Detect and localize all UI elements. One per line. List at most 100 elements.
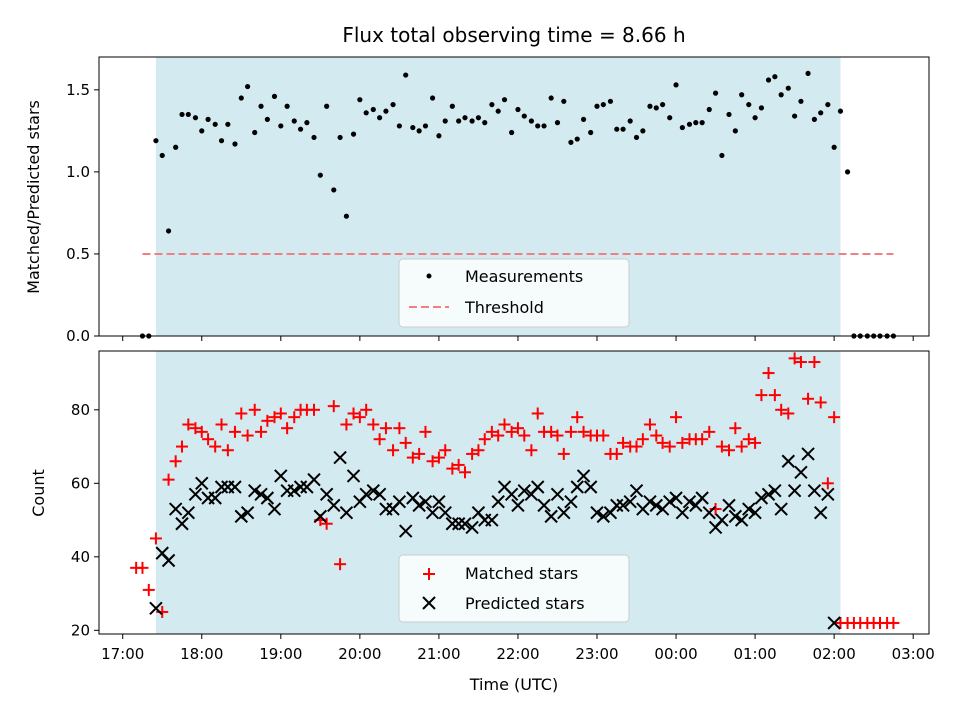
matched-point [387, 444, 400, 457]
measurement-point [370, 106, 376, 113]
matched-point [723, 444, 736, 457]
measurement-point [225, 121, 231, 127]
matched-point [452, 458, 465, 471]
matched-point [729, 422, 742, 435]
measurement-point [363, 110, 369, 116]
matched-point [696, 433, 709, 446]
predicted-point [234, 509, 248, 524]
measurement-point [719, 152, 725, 159]
matched-point [802, 392, 815, 405]
matched-point [472, 444, 485, 457]
measurement-point [199, 128, 205, 134]
predicted-point [418, 494, 433, 509]
legend-measurements-label: Measurements [465, 267, 583, 286]
matched-point [255, 425, 268, 438]
measurement-point [515, 106, 521, 113]
matched-point [636, 433, 649, 446]
matched-point [788, 352, 801, 365]
matched-point [406, 451, 419, 464]
matched-point [195, 425, 208, 438]
predicted-point [557, 506, 571, 520]
matched-point [749, 436, 762, 449]
matched-point [202, 433, 215, 446]
measurement-point [693, 120, 699, 126]
predicted-point [728, 509, 743, 524]
predicted-point [801, 447, 815, 461]
matched-point [149, 532, 162, 545]
measurement-point [449, 103, 455, 109]
matched-point [735, 440, 748, 453]
x-tick-label: 01:00 [733, 645, 776, 663]
measurement-point [765, 77, 772, 83]
matched-point [399, 436, 412, 449]
measurement-point [509, 129, 515, 136]
legend-threshold-label: Threshold [464, 298, 544, 317]
predicted-point [451, 517, 466, 531]
matched-point [360, 403, 373, 416]
measurement-point [640, 128, 646, 134]
measurement-point [818, 110, 824, 116]
matched-point [248, 403, 261, 416]
measurement-point [811, 116, 817, 122]
count-y-label: Count [29, 469, 48, 517]
measurement-point [660, 101, 666, 108]
measurement-point [580, 116, 587, 122]
legend-matched-marker [423, 568, 435, 580]
matched-point [656, 436, 669, 449]
predicted-point [445, 517, 460, 531]
predicted-point [181, 506, 196, 520]
predicted-point [333, 450, 347, 465]
matched-point [492, 429, 505, 442]
measurement-point [311, 134, 317, 141]
count-legend-box [398, 554, 630, 623]
y-tick-label: 40 [71, 548, 90, 566]
predicted-point [254, 487, 268, 502]
measurement-point [403, 72, 409, 78]
matched-point [762, 367, 775, 380]
predicted-point [346, 469, 361, 483]
matched-point [545, 425, 558, 438]
matched-point [281, 422, 294, 435]
measurement-point [600, 101, 606, 108]
predicted-point [649, 498, 663, 513]
matched-point [327, 400, 340, 413]
measurement-point [686, 121, 693, 127]
measurement-point [792, 113, 798, 119]
measurement-point [245, 83, 251, 90]
predicted-point [787, 483, 802, 498]
predicted-point [168, 502, 183, 516]
measurement-point [633, 134, 640, 141]
predicted-point [774, 502, 788, 516]
matched-point [630, 440, 643, 453]
measurement-point [620, 126, 626, 132]
predicted-point [214, 480, 229, 494]
measurement-point [291, 118, 297, 124]
matched-point [162, 473, 175, 486]
predicted-point [425, 506, 440, 520]
predicted-point [313, 509, 328, 524]
x-tick-label: 18:00 [180, 645, 223, 663]
predicted-point [307, 472, 321, 487]
matched-point [676, 436, 689, 449]
predicted-point [432, 494, 446, 509]
measurement-point [324, 103, 330, 109]
measurement-point [442, 118, 448, 124]
matched-point [268, 411, 281, 424]
measurement-point [297, 126, 304, 132]
predicted-point [438, 506, 452, 520]
measurement-point [574, 136, 580, 142]
predicted-point [550, 487, 565, 502]
measurement-point [192, 115, 199, 121]
predicted-point [366, 483, 381, 498]
predicted-point [398, 524, 413, 538]
matched-point [775, 403, 788, 416]
matched-point [340, 418, 353, 431]
y-tick-label: 1.5 [66, 81, 90, 99]
predicted-point [663, 494, 677, 509]
measurement-point [165, 228, 172, 234]
measurement-point [337, 134, 343, 141]
measurement-point [667, 115, 673, 121]
y-tick-label: 1.0 [66, 163, 90, 181]
measurement-point [271, 93, 278, 99]
predicted-point [564, 494, 578, 509]
